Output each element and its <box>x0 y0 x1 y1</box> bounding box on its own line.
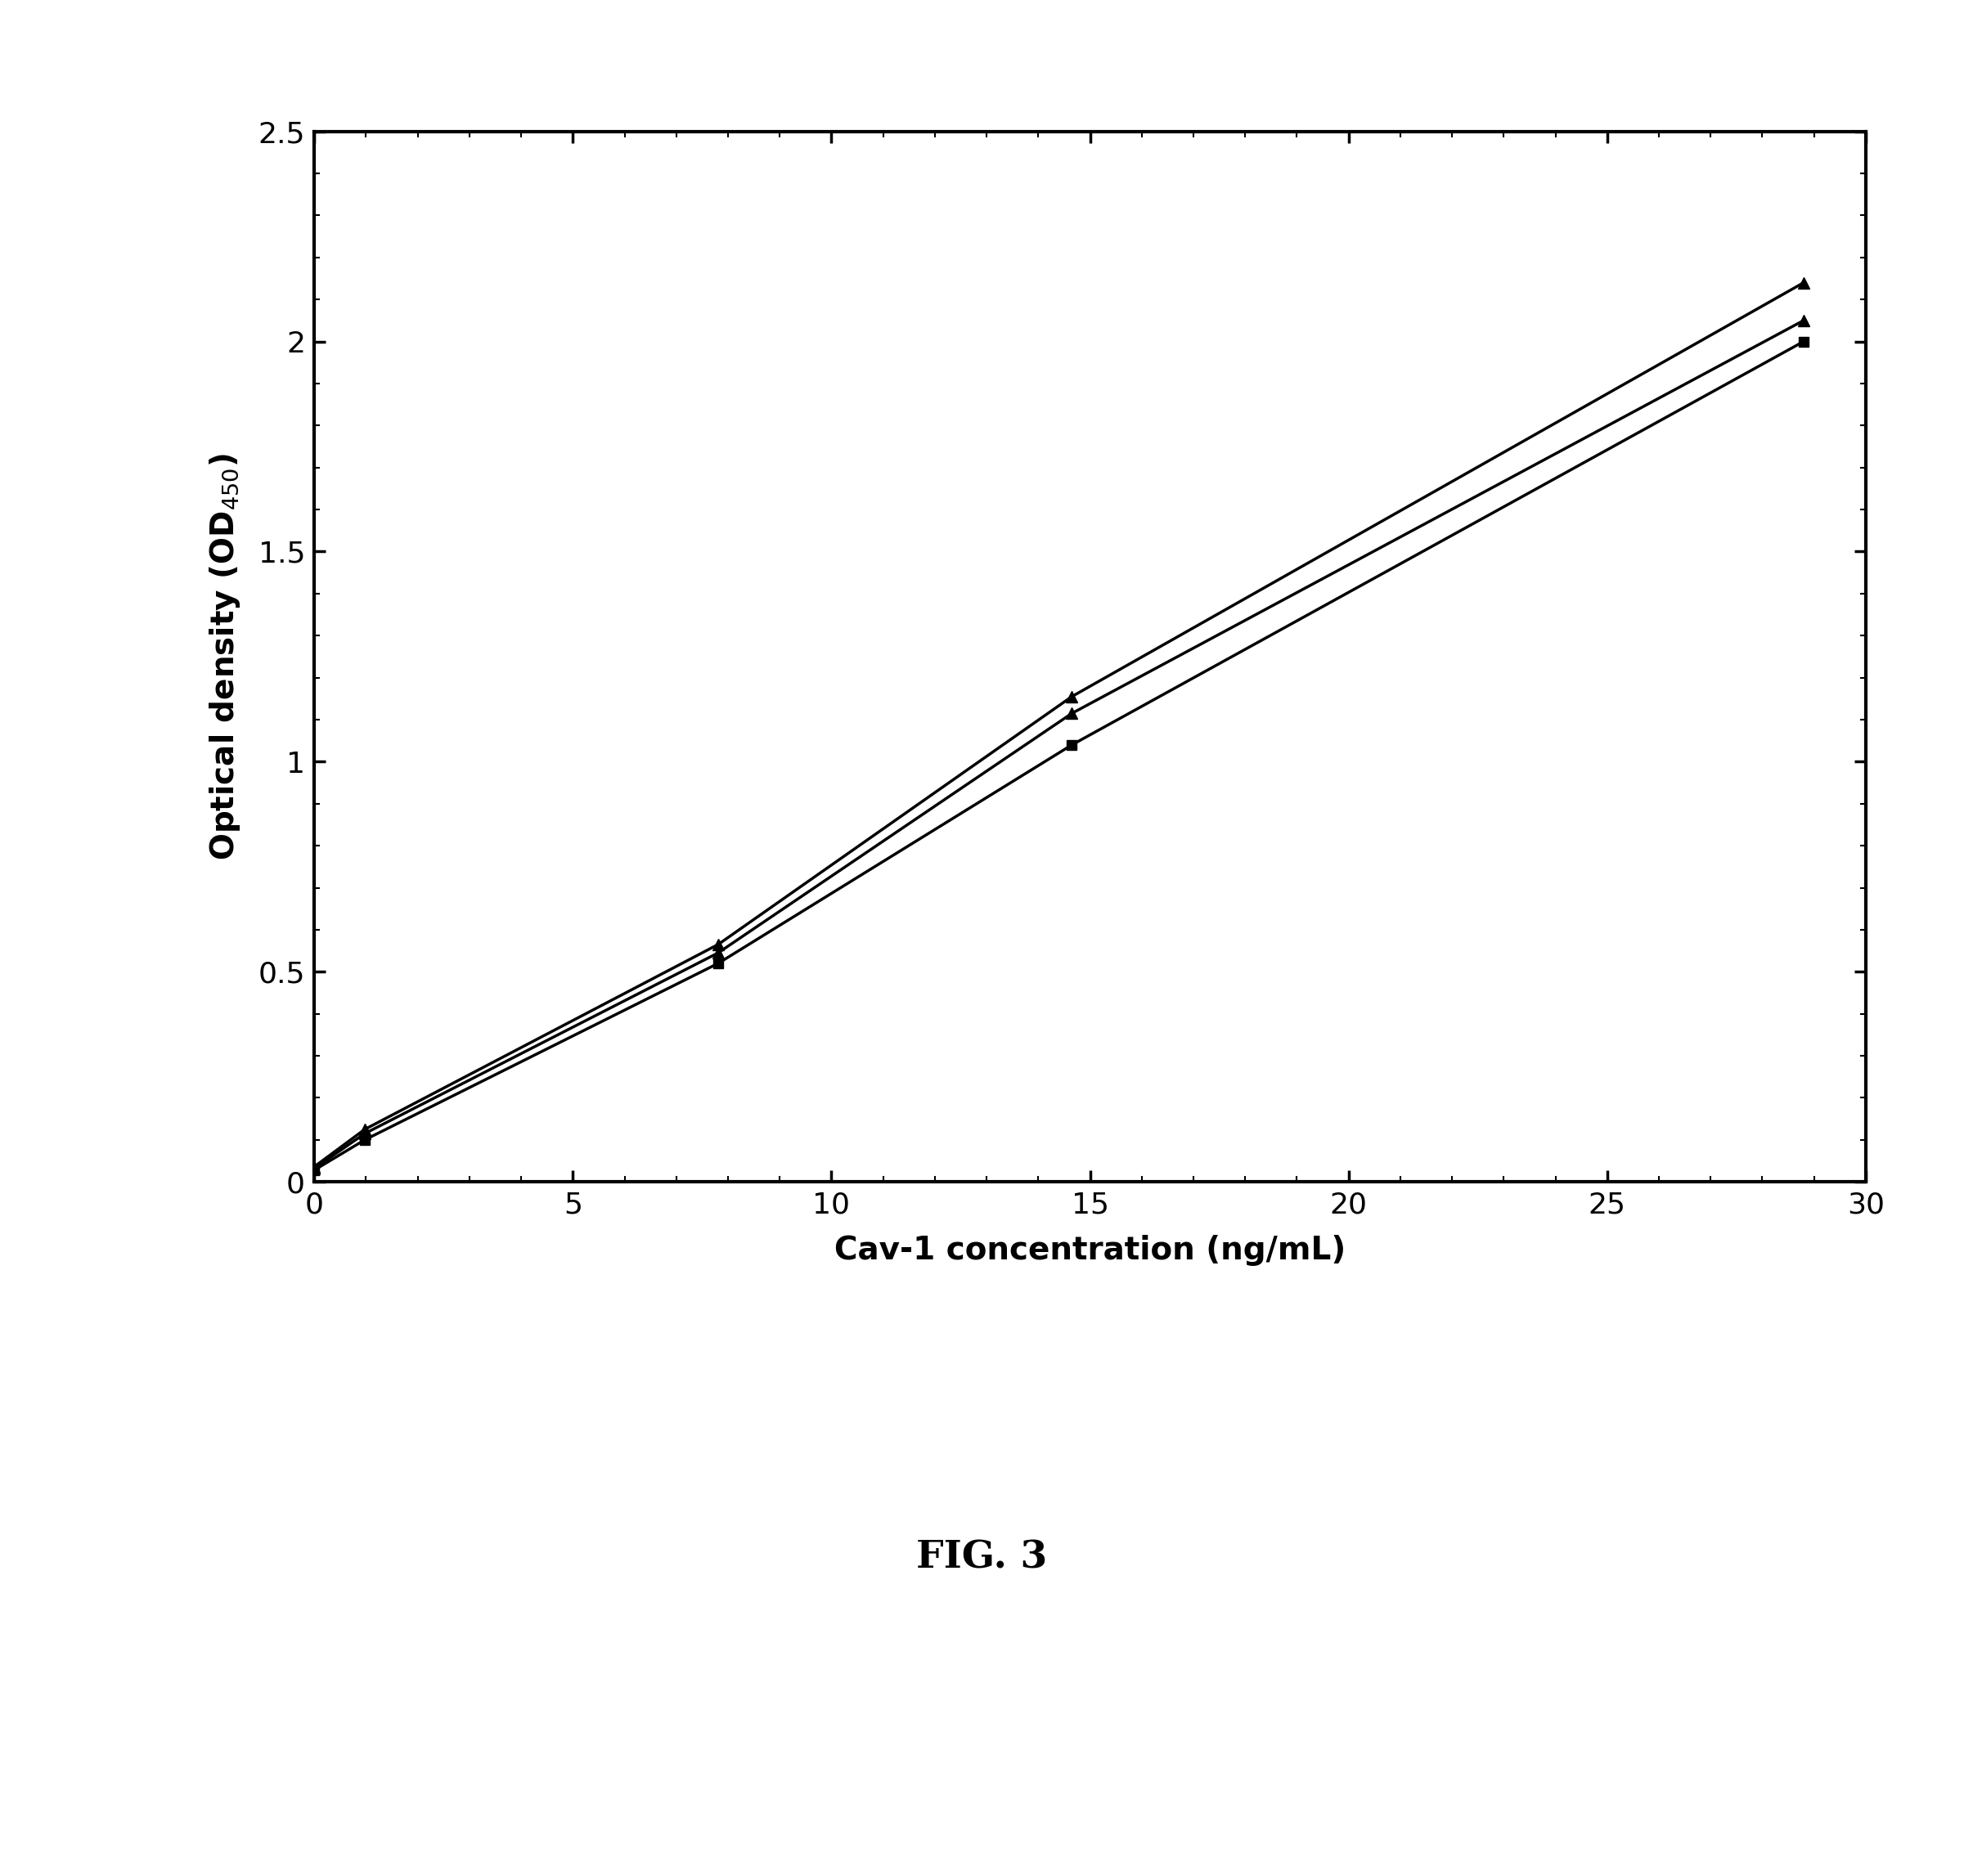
Text: FIG. 3: FIG. 3 <box>917 1538 1047 1576</box>
Y-axis label: Optical density (OD$_{450}$): Optical density (OD$_{450}$) <box>208 454 242 859</box>
X-axis label: Cav-1 concentration (ng/mL): Cav-1 concentration (ng/mL) <box>835 1234 1345 1266</box>
